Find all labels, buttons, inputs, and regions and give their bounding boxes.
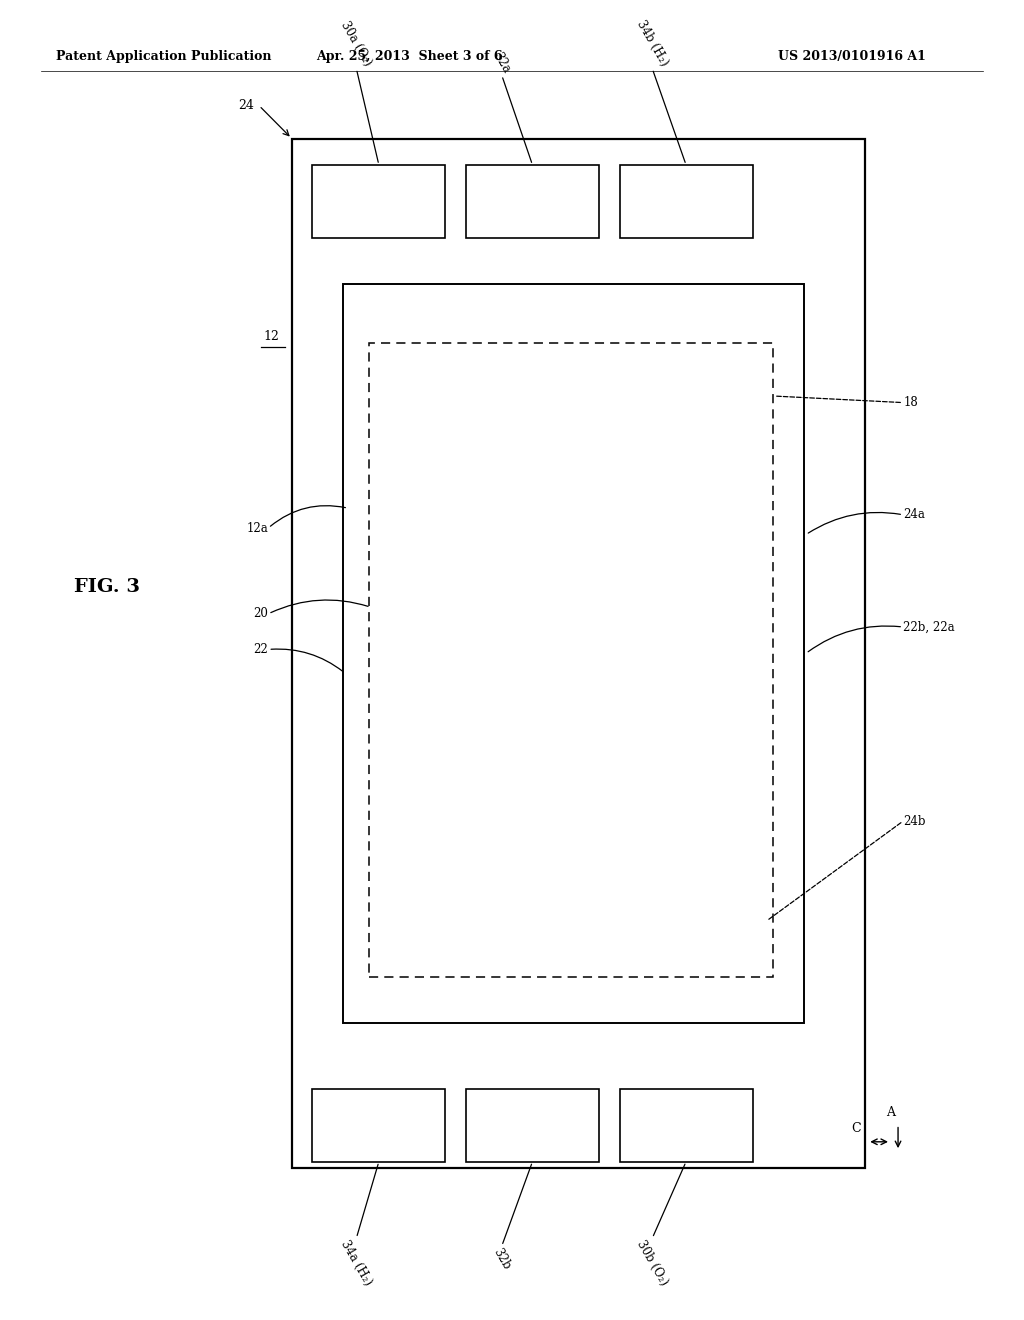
- Bar: [312, 165, 445, 238]
- Bar: [466, 1089, 599, 1162]
- Text: 32b: 32b: [490, 1246, 513, 1272]
- Bar: [620, 1089, 753, 1162]
- Text: 30b (O₂): 30b (O₂): [634, 1238, 671, 1288]
- Text: 24: 24: [238, 99, 254, 112]
- Text: 20: 20: [253, 607, 268, 620]
- Text: 18: 18: [903, 396, 918, 409]
- Text: 34a (H₂): 34a (H₂): [338, 1238, 375, 1288]
- Text: C: C: [851, 1122, 861, 1135]
- Text: 30a (O₂): 30a (O₂): [338, 20, 375, 69]
- Text: Patent Application Publication: Patent Application Publication: [56, 50, 271, 63]
- Bar: [312, 1089, 445, 1162]
- Text: 24b: 24b: [903, 814, 926, 828]
- Text: 34b (H₂): 34b (H₂): [634, 18, 671, 69]
- Text: 22b, 22a: 22b, 22a: [903, 620, 954, 634]
- Text: 32a: 32a: [490, 50, 513, 75]
- Text: A: A: [887, 1106, 895, 1119]
- Bar: [369, 343, 773, 977]
- Text: 12: 12: [263, 330, 280, 343]
- Bar: [343, 284, 804, 1023]
- Bar: [466, 165, 599, 238]
- Text: FIG. 3: FIG. 3: [74, 578, 139, 597]
- Text: US 2013/0101916 A1: US 2013/0101916 A1: [778, 50, 926, 63]
- Text: 24a: 24a: [903, 508, 925, 521]
- Text: Apr. 25, 2013  Sheet 3 of 6: Apr. 25, 2013 Sheet 3 of 6: [316, 50, 503, 63]
- Bar: [620, 165, 753, 238]
- Bar: [292, 139, 865, 1168]
- Text: 22: 22: [254, 643, 268, 656]
- Text: 12a: 12a: [247, 521, 268, 535]
